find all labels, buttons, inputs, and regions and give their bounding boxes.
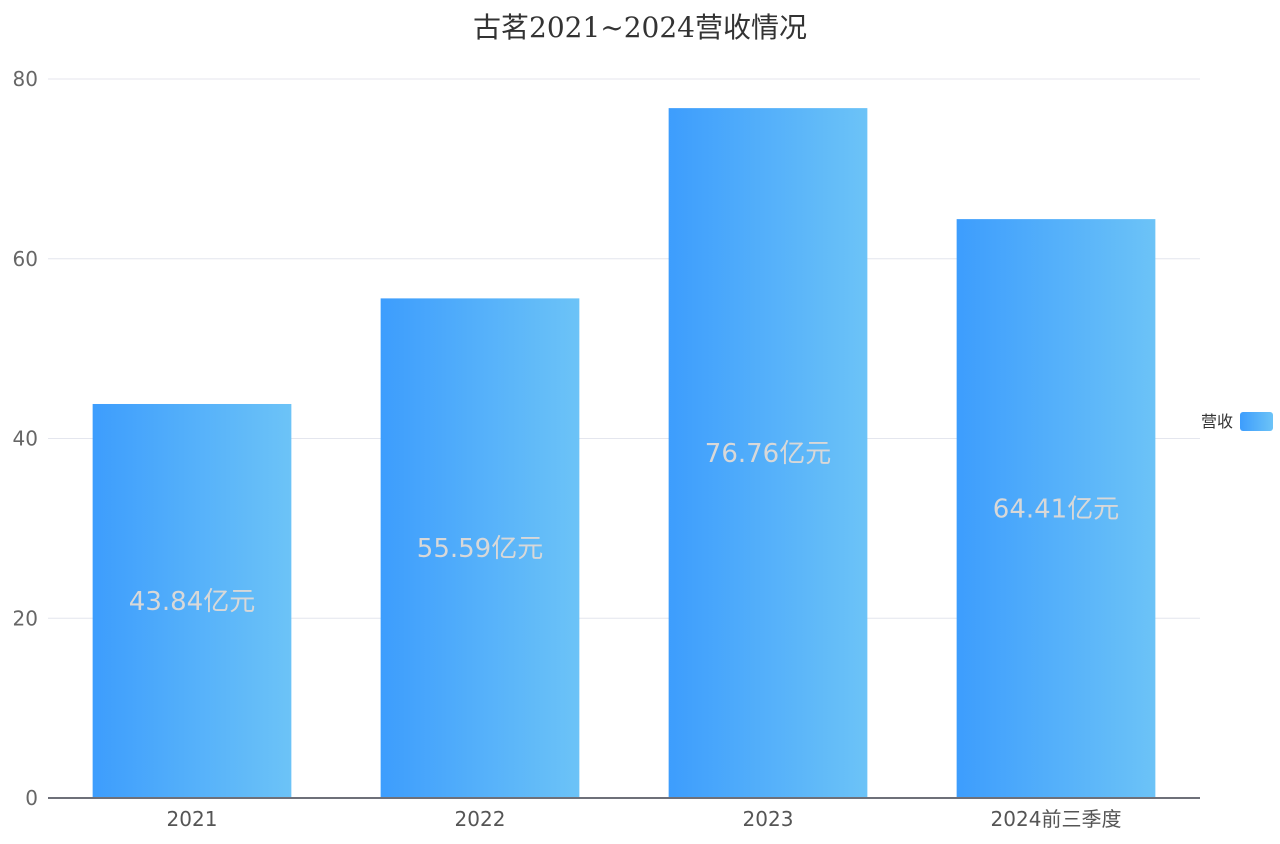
bar-value-label: 76.76亿元	[705, 439, 831, 469]
y-tick-label: 60	[13, 247, 38, 271]
bars	[92, 108, 1156, 799]
bar-value-label: 55.59亿元	[417, 534, 543, 564]
chart-title: 古茗2021~2024营收情况	[473, 11, 807, 44]
y-axis-tick-labels: 0 20 40 60 80	[13, 67, 38, 810]
bar-0[interactable]	[92, 403, 292, 798]
bar-value-label: 64.41亿元	[993, 495, 1119, 525]
x-tick-label: 2023	[743, 807, 794, 831]
legend-swatch	[1240, 412, 1273, 431]
bar-1[interactable]	[380, 298, 580, 798]
y-tick-label: 0	[25, 786, 38, 810]
x-tick-label: 2022	[455, 807, 506, 831]
y-tick-label: 40	[13, 427, 38, 451]
bar-value-label: 43.84亿元	[129, 587, 255, 617]
x-axis-tick-labels: 2021 2022 2023 2024前三季度	[167, 807, 1122, 831]
x-tick-label: 2021	[167, 807, 218, 831]
x-tick-label: 2024前三季度	[991, 807, 1122, 831]
y-tick-label: 20	[13, 606, 38, 630]
bar-data-labels: 43.84亿元 55.59亿元 76.76亿元 64.41亿元	[129, 439, 1119, 617]
y-tick-label: 80	[13, 67, 38, 91]
bar-3[interactable]	[956, 219, 1156, 799]
legend-label: 营收	[1201, 412, 1233, 431]
bar-2[interactable]	[668, 108, 868, 798]
legend[interactable]: 营收	[1201, 412, 1273, 431]
